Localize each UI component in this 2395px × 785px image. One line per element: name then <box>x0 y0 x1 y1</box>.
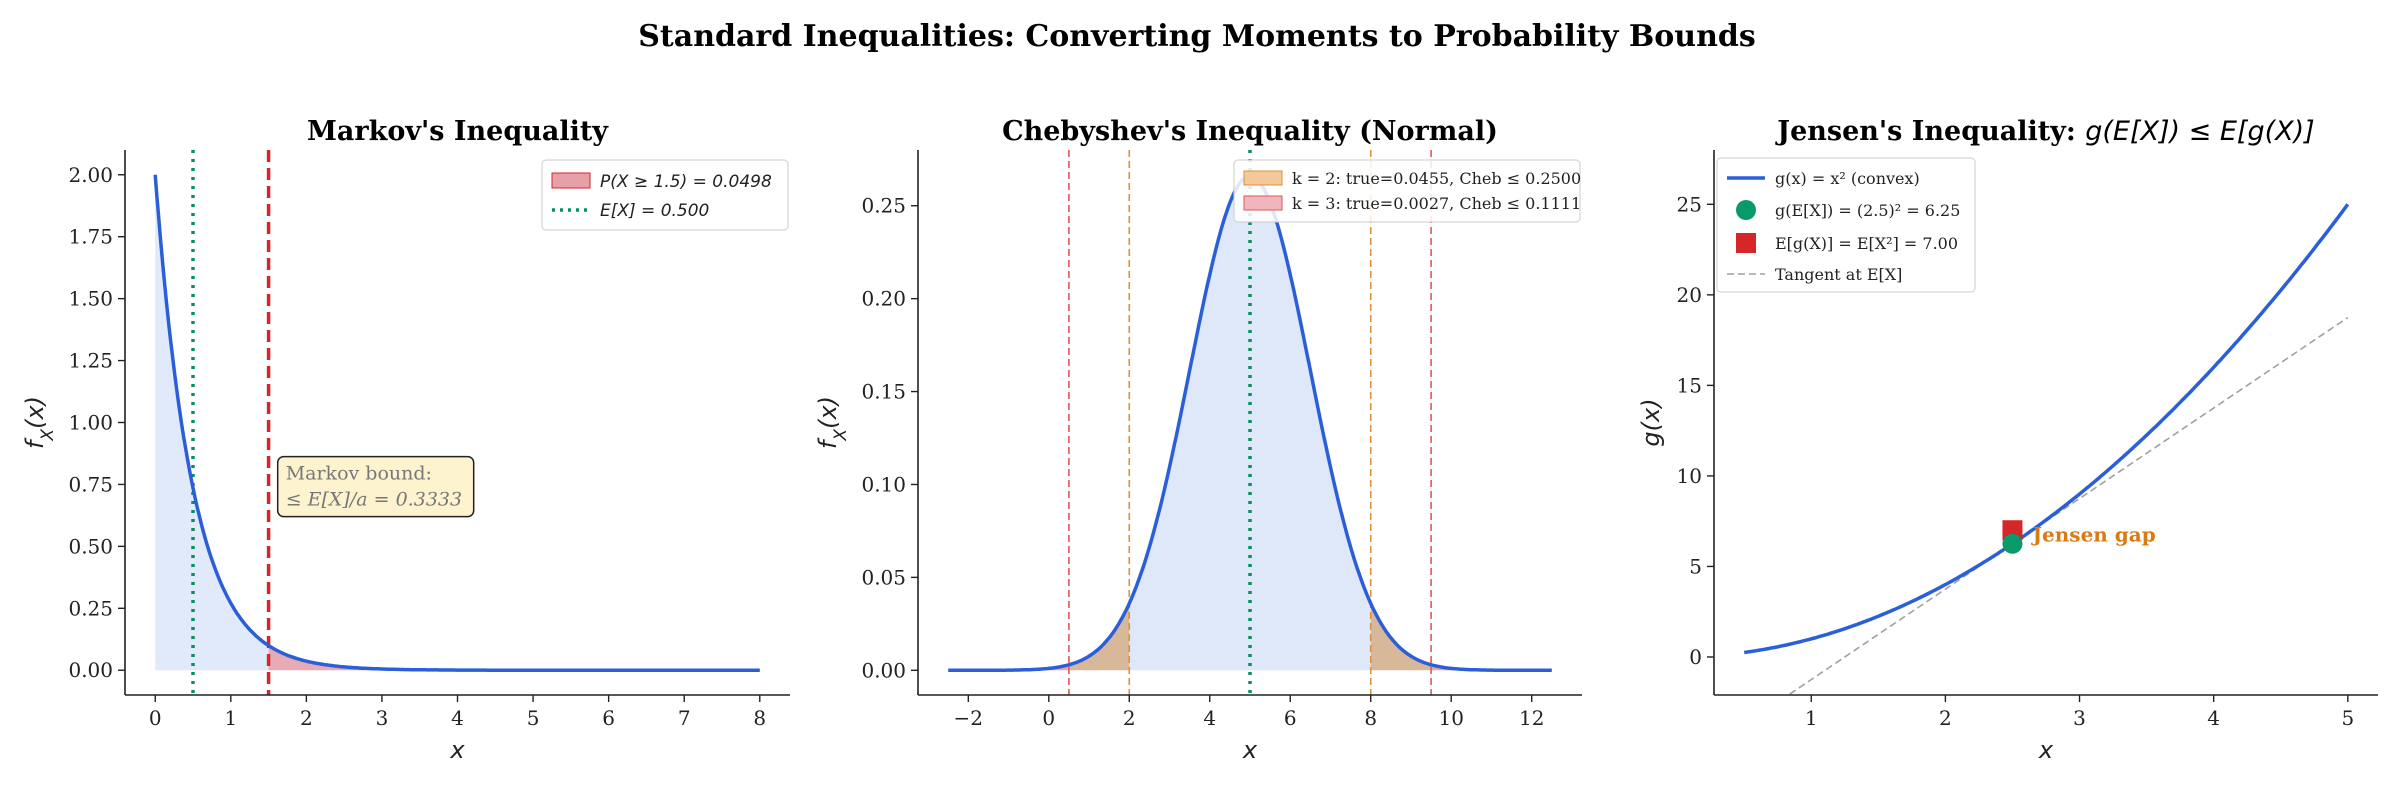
figure-suptitle: Standard Inequalities: Converting Moment… <box>638 19 1756 54</box>
chebyshev-panel: Chebyshev's Inequality (Normal) −2 0 2 4 6 8 10… <box>814 116 1582 764</box>
legend-swatch-square <box>1736 233 1756 253</box>
legend-swatch-k3 <box>1243 195 1283 211</box>
y-axis-label: fX(x) <box>814 396 851 449</box>
x-tick-label: 3 <box>2073 706 2086 730</box>
legend-label-k2: k = 2: true=0.0455, Cheb ≤ 0.2500 <box>1292 169 1581 188</box>
annotation-line2: ≤ E[X]/a = 0.3333 <box>286 489 462 511</box>
convex-curve <box>1743 203 2350 655</box>
x-tick-label: 4 <box>2207 706 2220 730</box>
y-tick-label: 0.25 <box>861 194 906 218</box>
x-tick-label: 4 <box>451 706 464 730</box>
panel-title: Jensen's Inequality: g(E[X]) ≤ E[g(X)] <box>1775 116 2314 147</box>
y-tick-label: 0.10 <box>861 472 906 496</box>
legend-swatch-tail <box>551 172 591 189</box>
y-tick-label: 0.15 <box>861 380 906 404</box>
x-tick-label: 7 <box>678 706 691 730</box>
x-tick-label: 8 <box>753 706 766 730</box>
panel-title: Markov's Inequality <box>307 116 609 147</box>
x-tick-label: 10 <box>1438 706 1463 730</box>
x-tick-label: 2 <box>1123 706 1136 730</box>
x-axis-label: x <box>1242 736 1258 764</box>
panel-title: Chebyshev's Inequality (Normal) <box>1002 116 1498 147</box>
legend-label-tail: P(X ≥ 1.5) = 0.0498 <box>600 172 772 192</box>
y-tick-label: 10 <box>1677 464 1702 488</box>
x-tick-label: 1 <box>1805 706 1818 730</box>
center-fill-area <box>1129 176 1371 671</box>
legend-label-k3: k = 3: true=0.0027, Cheb ≤ 0.1111 <box>1292 194 1581 213</box>
y-tick-label: 0.00 <box>68 658 113 682</box>
y-tick-label: 1.75 <box>68 225 113 249</box>
x-tick-label: 0 <box>1042 706 1055 730</box>
x-tick-label: 1 <box>224 706 237 730</box>
legend-box <box>541 159 789 231</box>
legend-swatch-circle <box>1736 200 1756 220</box>
legend-label-circle: g(E[X]) = (2.5)² = 6.25 <box>1775 201 1960 220</box>
x-axis-label: x <box>2038 736 2054 764</box>
y-tick-label: 0.00 <box>861 658 906 682</box>
x-tick-label: 5 <box>2341 706 2354 730</box>
k3-right-tail <box>1431 664 1552 671</box>
legend-label-curve: g(x) = x² (convex) <box>1775 169 1920 188</box>
y-tick-label: 0 <box>1689 645 1702 669</box>
pdf-curve <box>153 174 760 672</box>
y-tick-label: 15 <box>1677 373 1702 397</box>
y-axis-label: fX(x) <box>21 396 58 449</box>
jensen-panel: Jensen's Inequality: g(E[X]) ≤ E[g(X)] Je… <box>1637 116 2378 764</box>
x-tick-label: 4 <box>1203 706 1216 730</box>
y-tick-label: 1.25 <box>68 349 113 373</box>
annotation-box <box>276 455 475 518</box>
markov-panel: Markov's Inequality 0 1 2 3 4 5 6 7 8 0.00 0.25 0.50… <box>21 116 790 764</box>
y-tick-label: 5 <box>1689 554 1702 578</box>
x-tick-label: 8 <box>1364 706 1377 730</box>
y-tick-label: 0.25 <box>68 596 113 620</box>
x-tick-label: −2 <box>954 706 983 730</box>
legend-swatch-k2 <box>1243 170 1283 186</box>
legend-box <box>1233 159 1581 223</box>
y-tick-label: 20 <box>1677 283 1702 307</box>
x-tick-label: 2 <box>1939 706 1952 730</box>
y-tick-label: 25 <box>1677 192 1702 216</box>
x-tick-label: 5 <box>527 706 540 730</box>
k3-left-tail <box>948 664 1069 671</box>
x-tick-label: 6 <box>602 706 615 730</box>
x-tick-label: 3 <box>376 706 389 730</box>
y-tick-label: 0.75 <box>68 472 113 496</box>
k2-right-tail <box>1370 603 1552 671</box>
y-tick-label: 2.00 <box>68 163 113 187</box>
legend-label-square: E[g(X)] = E[X²] = 7.00 <box>1775 234 1958 253</box>
x-axis-label: x <box>449 736 465 764</box>
y-axis-label: g(x) <box>1637 398 1665 446</box>
jensen-gap-label: Jensen gap <box>2031 523 2156 547</box>
legend-label-mean: E[X] = 0.500 <box>600 201 709 221</box>
legend-label-tangent: Tangent at E[X] <box>1775 265 1902 284</box>
pdf-fill-area <box>155 174 760 671</box>
x-tick-label: 2 <box>300 706 313 730</box>
x-tick-label: 12 <box>1519 706 1544 730</box>
legend-box <box>1716 157 1976 293</box>
x-tick-label: 0 <box>149 706 162 730</box>
y-tick-label: 1.50 <box>68 287 113 311</box>
x-tick-label: 6 <box>1284 706 1297 730</box>
k2-left-tail <box>948 603 1130 671</box>
y-tick-label: 0.50 <box>68 534 113 558</box>
annotation-line1: Markov bound: <box>286 463 432 485</box>
y-tick-label: 1.00 <box>68 411 113 435</box>
g-of-expectation-marker <box>2002 533 2023 554</box>
y-tick-label: 0.20 <box>861 287 906 311</box>
y-tick-label: 0.05 <box>861 565 906 589</box>
tail-probability-area <box>268 645 760 671</box>
